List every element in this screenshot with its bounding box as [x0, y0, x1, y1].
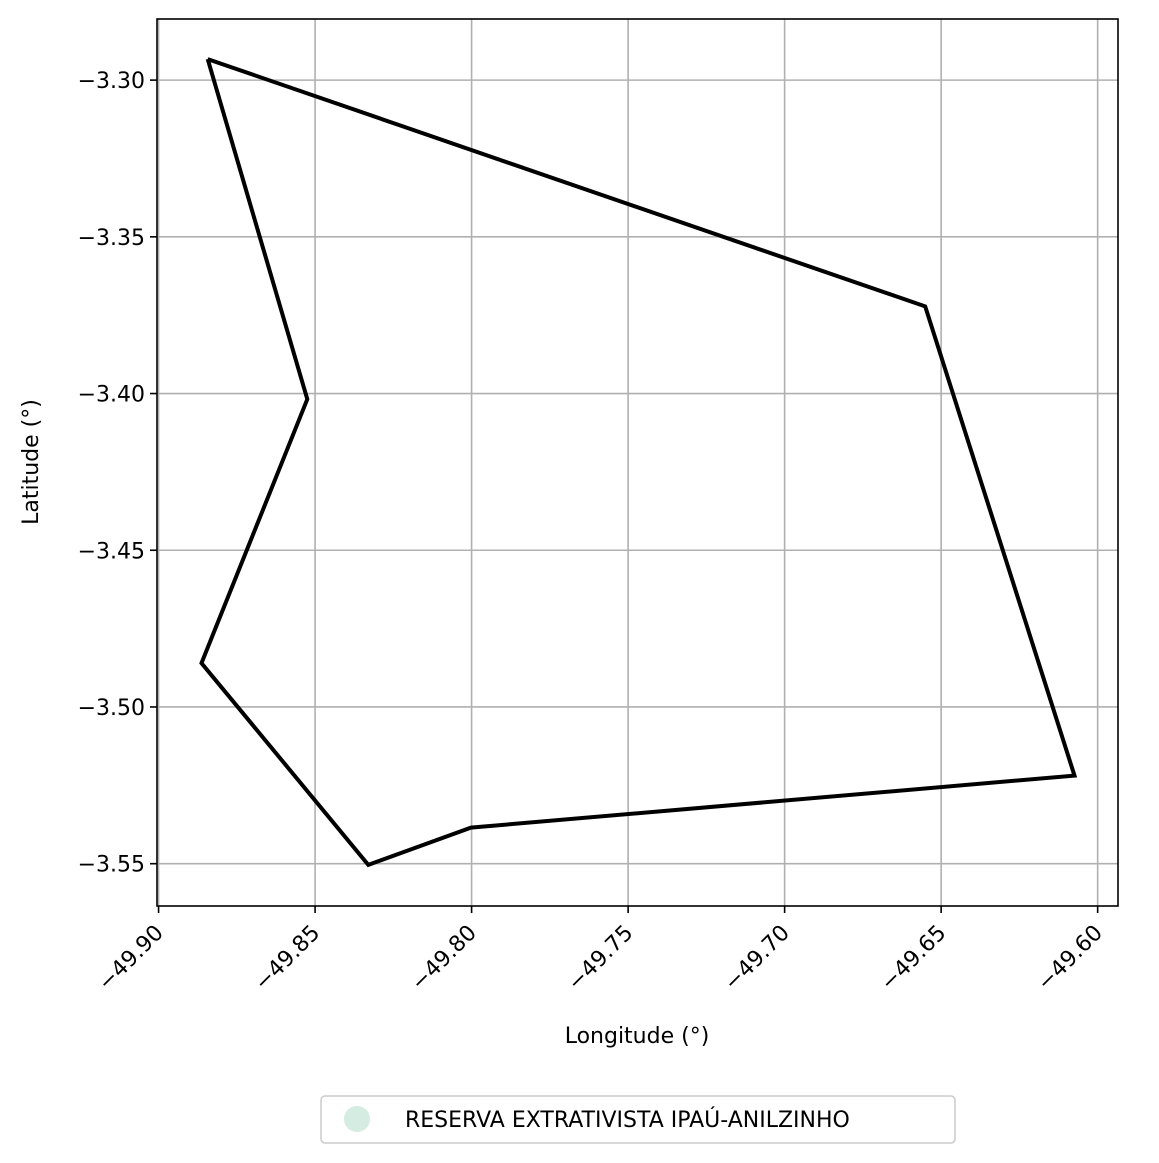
legend-marker [344, 1106, 370, 1132]
y-tick-label: −3.30 [78, 69, 145, 94]
reserve-boundary-line [199, 57, 1078, 868]
y-tick-label: −3.50 [78, 696, 145, 721]
y-tick-label: −3.55 [78, 853, 145, 878]
legend-frame [320, 1095, 956, 1144]
y-tick-label: −3.35 [78, 226, 145, 251]
y-axis-ticks: −3.30 −3.35 −3.40 −3.45 −3.50 −3.55 [78, 69, 157, 878]
polygon-layer [199, 57, 1078, 868]
y-tick-label: −3.40 [78, 383, 145, 408]
plot-frame [156, 18, 1119, 907]
legend-label: RESERVA EXTRATIVISTA IPAÚ-ANILZINHO [405, 1107, 850, 1133]
grid-lines [157, 19, 1118, 906]
y-axis-label: Latitude (°) [19, 399, 44, 525]
x-axis-label: Longitude (°) [565, 1024, 710, 1049]
y-tick-label: −3.45 [78, 539, 145, 564]
legend: RESERVA EXTRATIVISTA IPAÚ-ANILZINHO [320, 1095, 956, 1144]
